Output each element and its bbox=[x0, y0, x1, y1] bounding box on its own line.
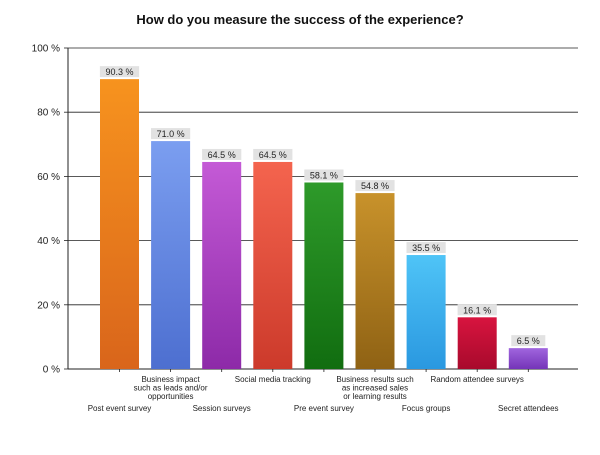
data-label-box bbox=[406, 242, 446, 254]
y-tick-label: 60 % bbox=[37, 172, 60, 183]
data-label-box bbox=[202, 148, 242, 160]
chart-title: How do you measure the success of the ex… bbox=[136, 12, 463, 27]
data-labels: 90.3 % 71.0 % 64.5 % 64.5 % 58.1 % 54.8 % 35.5… bbox=[99, 66, 546, 347]
data-label: 6.5 % bbox=[517, 336, 540, 346]
y-tick-label: 80 % bbox=[37, 108, 60, 119]
data-label-box bbox=[253, 148, 293, 160]
bar-8 bbox=[457, 317, 497, 369]
category-label: as increased sales bbox=[342, 384, 408, 393]
category-label: Social media tracking bbox=[235, 375, 311, 384]
data-label-box bbox=[355, 180, 395, 192]
y-tick-label: 40 % bbox=[37, 236, 60, 247]
y-tick-label: 0 % bbox=[43, 365, 60, 376]
category-label: Post event survey bbox=[88, 404, 152, 413]
data-label-box bbox=[151, 128, 191, 140]
data-label-box bbox=[304, 169, 344, 181]
bar-2 bbox=[151, 141, 191, 369]
bar-7 bbox=[406, 255, 446, 369]
data-label: 71.0 % bbox=[157, 129, 185, 139]
category-label: Pre event survey bbox=[294, 404, 354, 413]
data-label: 54.8 % bbox=[361, 181, 389, 191]
category-label: opportunities bbox=[148, 392, 194, 401]
bar-5 bbox=[304, 182, 344, 369]
category-label: Focus groups bbox=[402, 404, 450, 413]
data-label: 16.1 % bbox=[463, 305, 491, 315]
category-label: Session surveys bbox=[193, 404, 251, 413]
y-tick-label: 20 % bbox=[37, 300, 60, 311]
category-label: or learning results bbox=[343, 392, 407, 401]
bar-9 bbox=[508, 348, 548, 369]
bar-1 bbox=[100, 79, 139, 370]
data-label: 58.1 % bbox=[310, 170, 338, 180]
category-label: Random attendee surveys bbox=[431, 375, 524, 384]
bar-3 bbox=[202, 161, 242, 369]
bars bbox=[100, 79, 548, 370]
y-tick-label: 100 % bbox=[32, 44, 60, 55]
category-label: Business impact bbox=[141, 375, 200, 384]
category-label: Secret attendees bbox=[498, 404, 558, 413]
data-label: 35.5 % bbox=[412, 243, 440, 253]
category-label: Business results such bbox=[336, 375, 413, 384]
data-label: 64.5 % bbox=[208, 150, 236, 160]
data-label-box bbox=[511, 335, 546, 347]
bar-6 bbox=[355, 193, 395, 369]
data-label-box bbox=[457, 304, 497, 316]
category-label: such as leads and/or bbox=[134, 384, 208, 393]
data-label: 90.3 % bbox=[105, 67, 133, 77]
data-label-box bbox=[99, 66, 140, 78]
bar-4 bbox=[253, 161, 293, 369]
data-label: 64.5 % bbox=[259, 150, 287, 160]
